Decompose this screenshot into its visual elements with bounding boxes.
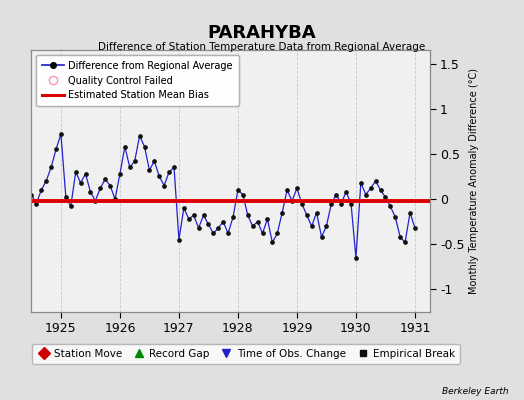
Legend: Station Move, Record Gap, Time of Obs. Change, Empirical Break: Station Move, Record Gap, Time of Obs. C… (32, 344, 460, 364)
Text: Difference of Station Temperature Data from Regional Average: Difference of Station Temperature Data f… (99, 42, 425, 52)
Y-axis label: Monthly Temperature Anomaly Difference (°C): Monthly Temperature Anomaly Difference (… (469, 68, 479, 294)
Text: Berkeley Earth: Berkeley Earth (442, 387, 508, 396)
Text: PARAHYBA: PARAHYBA (208, 24, 316, 42)
Legend: Difference from Regional Average, Quality Control Failed, Estimated Station Mean: Difference from Regional Average, Qualit… (36, 55, 239, 106)
